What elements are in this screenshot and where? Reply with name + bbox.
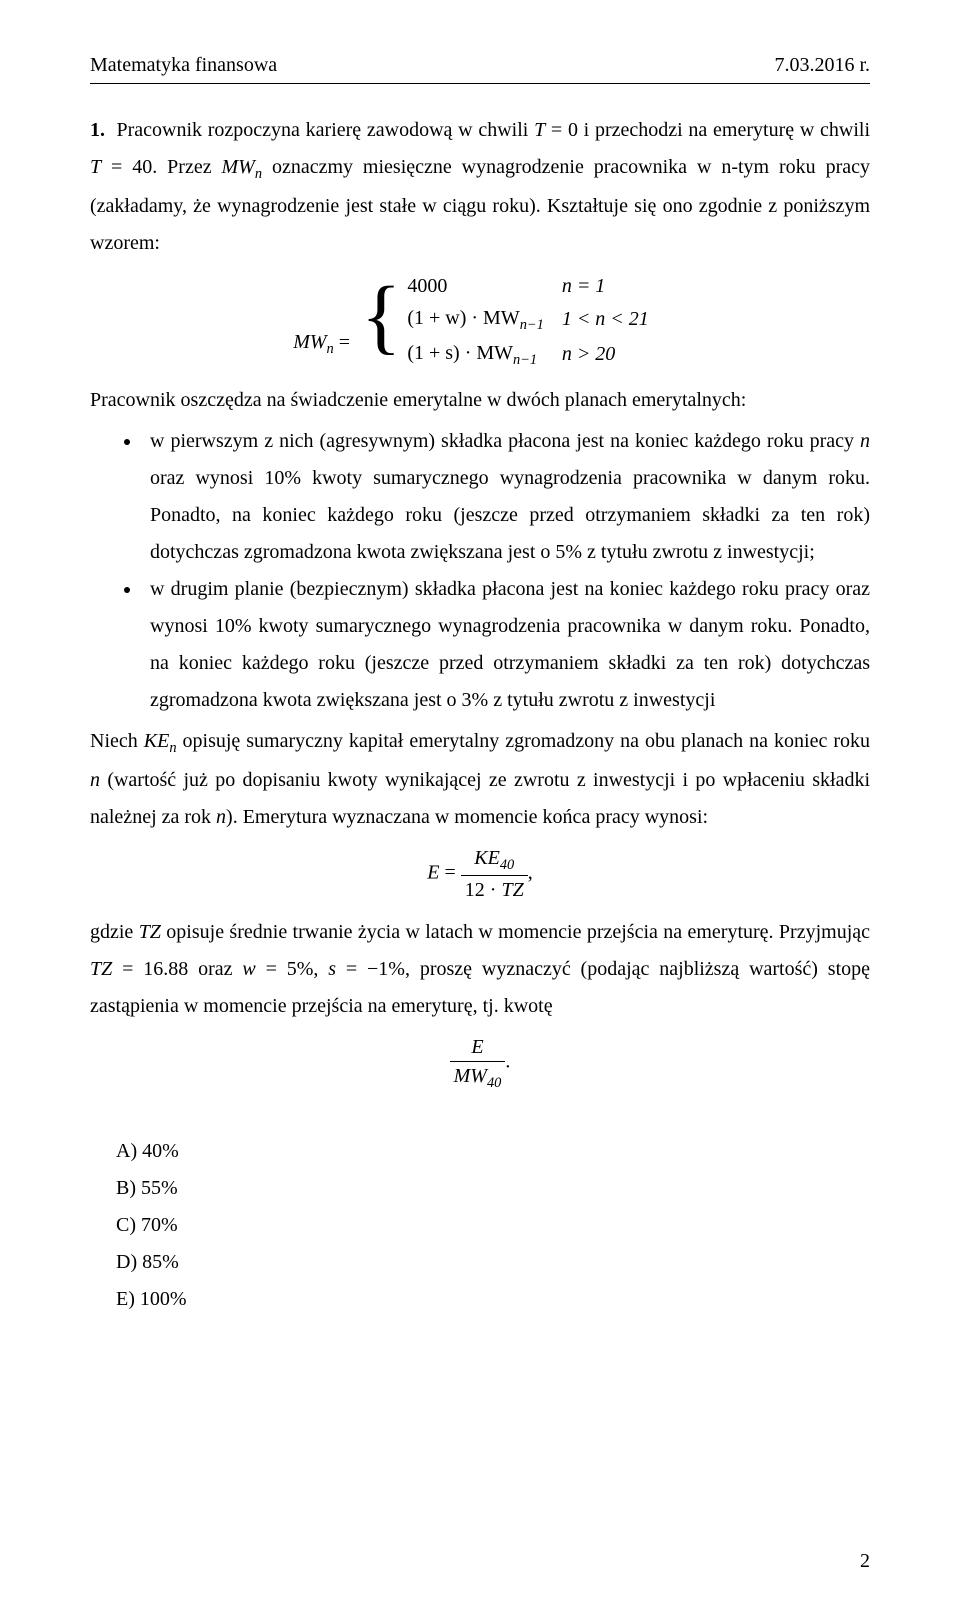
case-2-expr: (1 + w) · MWn−1 [407, 302, 561, 337]
p4a: gdzie [90, 921, 139, 943]
f3-dot: . [505, 1050, 510, 1072]
formula-2: E = KE40 12 · TZ , [90, 844, 870, 904]
bullet-2: w drugim planie (bezpiecznym) składka pł… [142, 571, 870, 719]
var-KEn: KEn [144, 730, 177, 752]
header-right: 7.03.2016 r. [774, 54, 870, 77]
var-w: w [242, 958, 255, 980]
answer-e: E) 100% [90, 1281, 870, 1318]
f3-frac: E MW40 [450, 1033, 506, 1093]
answer-a: A) 40% [90, 1133, 870, 1170]
p3d: ). Emerytura wyznaczana w momencie końca… [226, 806, 708, 828]
f1-cases: { 4000 n = 1 (1 + w) · MWn−1 1 < n < 21 … [361, 270, 667, 372]
p1c: . Przez [152, 156, 221, 178]
p1a: Pracownik rozpoczyna karierę zawodową w … [116, 119, 534, 141]
bullet-1b: oraz wynosi 10% kwoty sumarycznego wynag… [150, 467, 870, 563]
answer-options: A) 40% B) 55% C) 70% D) 85% E) 100% [90, 1133, 870, 1318]
f2-den: 12 · TZ [461, 875, 528, 904]
case-3-cond: n > 20 [562, 337, 667, 372]
var-s: s [328, 958, 336, 980]
formula-1: MWn = { 4000 n = 1 (1 + w) · MWn−1 1 < n… [90, 270, 870, 372]
case-row-1: 4000 n = 1 [407, 270, 666, 302]
bullet-list: w pierwszym z nich (agresywnym) składka … [90, 423, 870, 719]
formula-3: E MW40 . [90, 1033, 870, 1093]
case-1-cond: n = 1 [562, 270, 667, 302]
var-n2: n [216, 806, 226, 828]
case-row-2: (1 + w) · MWn−1 1 < n < 21 [407, 302, 666, 337]
p4b: opisuje średnie trwanie życia w latach w… [161, 921, 870, 943]
p4-s-val: = −1% [336, 958, 405, 980]
var-TZ2: TZ [90, 958, 112, 980]
var-n1: n [90, 769, 100, 791]
p3b: opisuję sumaryczny kapitał emerytalny zg… [177, 730, 870, 752]
answer-c: C) 70% [90, 1207, 870, 1244]
case-1-expr: 4000 [407, 270, 561, 302]
problem-number: 1. [90, 119, 105, 141]
header-rule [90, 83, 870, 84]
p1b: i przechodzi na emeryturę w chwili [578, 119, 870, 141]
f3-num: E [450, 1033, 506, 1061]
p4c: oraz [188, 958, 242, 980]
answer-d: D) 85% [90, 1244, 870, 1281]
header-left: Matematyka finansowa [90, 54, 277, 77]
cases-table: 4000 n = 1 (1 + w) · MWn−1 1 < n < 21 (1… [407, 270, 666, 372]
page-number: 2 [860, 1550, 870, 1573]
problem-body: 1. Pracownik rozpoczyna karierę zawodową… [90, 112, 870, 1093]
f3-den: MW40 [450, 1061, 506, 1093]
var-T1: T [534, 119, 545, 141]
var-MWn: MWn [222, 156, 263, 178]
page-header: Matematyka finansowa 7.03.2016 r. [90, 54, 870, 77]
p3a: Niech [90, 730, 144, 752]
p4-tz-val: = 16.88 [112, 958, 188, 980]
eq1-rhs: = 0 [545, 119, 578, 141]
page: Matematyka finansowa 7.03.2016 r. 1. Pra… [0, 0, 960, 1603]
f1-lhs: MWn [293, 331, 334, 353]
brace-icon: { [361, 283, 401, 350]
f2-num: KE40 [461, 844, 528, 875]
f2-frac: KE40 12 · TZ [461, 844, 528, 904]
case-3-expr: (1 + s) · MWn−1 [407, 337, 561, 372]
f2-comma: , [528, 861, 533, 883]
f2-lhs: E [427, 861, 439, 883]
bullet-1a: w pierwszym z nich (agresywnym) składka … [150, 430, 860, 452]
p4d: , [313, 958, 328, 980]
answer-b: B) 55% [90, 1170, 870, 1207]
f2-eq: = [440, 861, 461, 883]
p4-w-val: = 5% [256, 958, 314, 980]
var-TZ: TZ [139, 921, 161, 943]
bullet-1-n: n [860, 430, 870, 452]
p2: Pracownik oszczędza na świadczenie emery… [90, 389, 746, 411]
f1-eq: = [334, 331, 355, 353]
case-2-cond: 1 < n < 21 [562, 302, 667, 337]
eq2-rhs: = 40 [101, 156, 152, 178]
case-row-3: (1 + s) · MWn−1 n > 20 [407, 337, 666, 372]
var-T2: T [90, 156, 101, 178]
bullet-1: w pierwszym z nich (agresywnym) składka … [142, 423, 870, 571]
bullet-2-text: w drugim planie (bezpiecznym) składka pł… [150, 578, 870, 711]
